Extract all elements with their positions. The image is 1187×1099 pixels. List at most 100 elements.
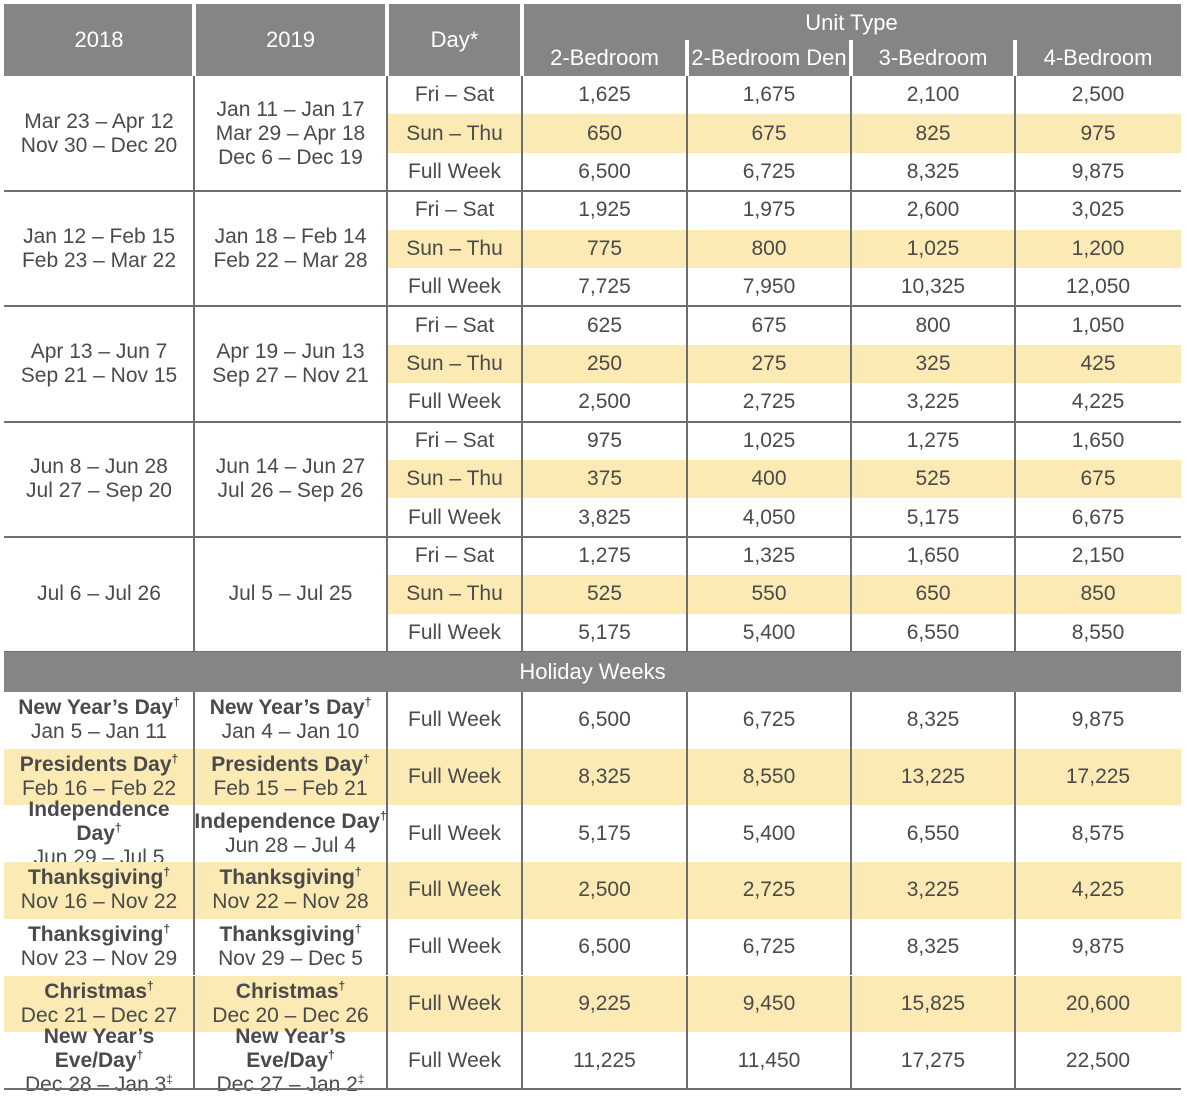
- holiday-2019: New Year’s Eve/Day† Dec 27 – Jan 2‡: [194, 1025, 387, 1096]
- points-value: 6,675: [1071, 505, 1125, 529]
- column-divider: [193, 748, 195, 806]
- points-cell: 5,400: [687, 614, 851, 652]
- points-value: 11,225: [573, 1048, 636, 1072]
- points-cell: 9,875: [1015, 692, 1181, 749]
- holiday-name: Christmas†: [21, 980, 177, 1004]
- season-block: Jul 6 – Jul 26 Jul 5 – Jul 25 Fri – Sat 1,2…: [4, 536, 1181, 653]
- column-divider: [1014, 76, 1016, 192]
- points-value: 800: [915, 313, 951, 337]
- header-unit-type-label: Unit Type: [805, 10, 898, 35]
- holiday-text: Independence Day† Jun 29 – Jul 5: [4, 798, 194, 870]
- holiday-name: Thanksgiving†: [212, 866, 368, 890]
- holiday-row: New Year’s Day† Jan 5 – Jan 11 New Year’s …: [4, 692, 1181, 749]
- points-value: 12,050: [1065, 275, 1131, 299]
- points-value: 1,650: [906, 543, 960, 567]
- points-cell: 9,450: [687, 975, 851, 1033]
- points-cell: 775: [522, 229, 687, 268]
- dagger-mark: †: [163, 922, 171, 937]
- points-value: 3,825: [578, 505, 631, 529]
- points-cell: 5,175: [522, 805, 687, 862]
- points-value: 400: [751, 467, 787, 491]
- points-value: 800: [751, 236, 787, 260]
- holiday-dates-text: Dec 21 – Dec 27: [20, 1003, 178, 1027]
- points-value: 425: [1080, 351, 1116, 375]
- points-cell: 13,225: [851, 748, 1015, 806]
- date-range: Sep 27 – Nov 21: [212, 363, 369, 387]
- points-value: 625: [586, 313, 623, 337]
- column-divider: [850, 805, 852, 863]
- day-type-label: Fri – Sat: [414, 313, 495, 337]
- points-cell: 10,325: [851, 268, 1015, 306]
- dagger-mark: †: [364, 695, 372, 710]
- column-divider: [386, 421, 388, 537]
- column-divider: [521, 975, 523, 1033]
- column-divider: [686, 1032, 688, 1089]
- points-value: 9,875: [1071, 708, 1125, 732]
- header-divider: [385, 4, 389, 76]
- season-dates-2019: Jan 18 – Feb 14 Feb 22 – Mar 28: [194, 191, 387, 306]
- points-cell: 250: [522, 344, 687, 384]
- column-divider: [850, 692, 852, 749]
- double-dagger-mark: ‡: [166, 1071, 173, 1086]
- points-value: 675: [751, 121, 787, 145]
- column-divider: [686, 975, 688, 1033]
- day-type-cell: Full Week: [387, 153, 522, 191]
- points-cell: 4,225: [1015, 383, 1181, 421]
- points-value: 6,550: [906, 620, 960, 644]
- column-divider: [521, 918, 523, 976]
- column-divider: [850, 748, 852, 806]
- points-cell: 5,400: [687, 805, 851, 862]
- points-cell: 1,625: [522, 76, 687, 114]
- points-value: 1,650: [1071, 428, 1125, 452]
- holiday-name-text: Presidents Day: [211, 753, 364, 777]
- points-value: 13,225: [900, 765, 966, 789]
- dagger-mark: †: [163, 865, 171, 880]
- holiday-dates: Dec 28 – Jan 3‡: [4, 1073, 194, 1097]
- day-type-cell: Full Week: [387, 383, 522, 421]
- row-divider: [4, 420, 1181, 423]
- points-value: 2,725: [742, 878, 796, 902]
- points-cell: 6,550: [851, 805, 1015, 862]
- table-bottom-rule: [4, 1087, 1181, 1090]
- holiday-name-text: New Year’s Day: [209, 696, 365, 720]
- points-cell: 650: [522, 114, 687, 153]
- day-type-cell: Fri – Sat: [387, 537, 522, 575]
- day-type-label: Sun – Thu: [406, 351, 503, 375]
- season-dates-2019-list: Apr 19 – Jun 13 Sep 27 – Nov 21: [212, 340, 368, 388]
- holiday-dates: Feb 15 – Feb 21: [211, 777, 369, 801]
- column-divider: [193, 421, 195, 537]
- points-value: 2,150: [1071, 543, 1125, 567]
- column-divider: [193, 536, 195, 652]
- column-divider: [386, 306, 388, 422]
- day-type-cell: Full Week: [387, 975, 522, 1033]
- season-block: Apr 13 – Jun 7 Sep 21 – Nov 15 Apr 19 – Ju…: [4, 306, 1181, 423]
- points-cell: 6,675: [1015, 498, 1181, 536]
- holiday-2019: Independence Day† Jun 28 – Jul 4: [194, 805, 387, 862]
- column-divider: [686, 918, 688, 976]
- day-type-cell: Sun – Thu: [387, 459, 522, 499]
- season-dates-2019-list: Jan 11 – Jan 17 Mar 29 – Apr 18 Dec 6 – De…: [216, 98, 365, 170]
- points-value: 1,200: [1071, 236, 1125, 260]
- holiday-name: Thanksgiving†: [21, 923, 177, 947]
- day-type-cell: Full Week: [387, 748, 522, 806]
- points-cell: 400: [687, 459, 851, 499]
- points-value: 6,725: [742, 708, 796, 732]
- holiday-text: Thanksgiving† Nov 22 – Nov 28: [212, 866, 368, 914]
- holiday-dates: Dec 21 – Dec 27: [21, 1004, 177, 1028]
- date-range: Jun 8 – Jun 28: [30, 455, 168, 479]
- date-range: Jan 18 – Feb 14: [214, 224, 367, 248]
- points-value: 975: [1080, 121, 1116, 145]
- column-divider: [521, 1032, 523, 1089]
- points-cell: 525: [851, 459, 1015, 499]
- points-cell: 2,500: [1015, 76, 1181, 114]
- points-cell: 6,550: [851, 614, 1015, 652]
- header-day-label: Day*: [430, 27, 479, 52]
- points-value: 650: [586, 121, 623, 145]
- holiday-dates-text: Nov 22 – Nov 28: [212, 890, 369, 914]
- day-type-label: Full Week: [408, 765, 501, 789]
- holiday-row: Independence Day† Jun 29 – Jul 5 Independe…: [4, 798, 1181, 869]
- points-cell: 11,450: [687, 1032, 851, 1089]
- season-dates-2018: Jul 6 – Jul 26: [4, 537, 194, 652]
- dagger-mark: †: [136, 1047, 144, 1062]
- column-divider: [850, 1032, 852, 1089]
